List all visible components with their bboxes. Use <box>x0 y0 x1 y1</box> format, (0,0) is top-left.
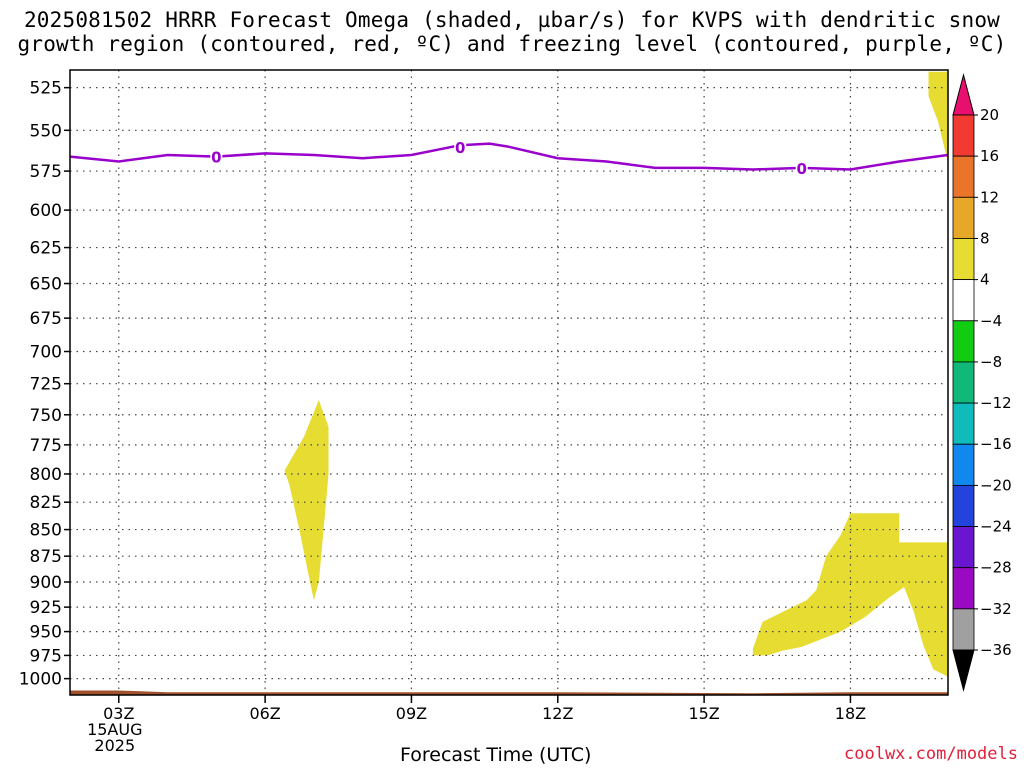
ytick-label-800: 800 <box>30 465 62 485</box>
colorbar-label-2: 12 <box>980 188 999 206</box>
omega-region-1 <box>752 513 948 677</box>
freezing-level-label-2: 0 <box>796 160 806 178</box>
xtick-date: 15AUG <box>87 720 142 739</box>
title-line-2: growth region (contoured, red, ºC) and f… <box>17 32 1007 56</box>
ytick-label-525: 525 <box>30 79 62 99</box>
freezing-level-line <box>69 142 949 171</box>
omega-region-0 <box>284 400 329 601</box>
colorbar-band-11 <box>952 567 975 610</box>
xtick-year: 2025 <box>94 736 135 755</box>
ytick-label-775: 775 <box>30 436 62 456</box>
colorbar-label-6: −8 <box>980 353 1002 371</box>
colorbar-label-5: −4 <box>980 312 1002 330</box>
ytick-label-950: 950 <box>30 623 62 643</box>
freezing-level-label-1: 0 <box>455 139 465 157</box>
xtick-label-09Z: 09Z <box>396 704 427 723</box>
ytick-label-700: 700 <box>30 342 62 362</box>
omega-region-2 <box>928 71 948 164</box>
colorbar-top-arrow <box>952 73 975 116</box>
freezing-label-bg-1 <box>454 138 467 155</box>
colorbar-label-13: −36 <box>980 641 1012 659</box>
ytick-label-575: 575 <box>30 162 62 182</box>
colorbar-band-4 <box>952 279 975 322</box>
freezing-level-contour: 0 0 0 <box>69 138 949 178</box>
gridlines <box>70 70 948 695</box>
colorbar-band-2 <box>952 196 975 239</box>
ytick-label-600: 600 <box>30 201 62 221</box>
omega-regions <box>284 71 948 677</box>
xtick-label-03Z: 03Z <box>103 704 134 723</box>
colorbar-label-3: 8 <box>980 229 990 247</box>
freezing-label-bg-2 <box>795 159 808 176</box>
ytick-label-550: 550 <box>30 121 62 141</box>
ytick-label-625: 625 <box>30 239 62 259</box>
freezing-label-bg-0 <box>210 148 223 165</box>
colorbar-label-12: −32 <box>980 600 1012 618</box>
ytick-label-675: 675 <box>30 309 62 329</box>
ytick-label-750: 750 <box>30 406 62 426</box>
freezing-level-label-0: 0 <box>211 149 221 167</box>
plot-border <box>69 69 949 696</box>
colorbar-bottom-arrow <box>952 649 975 692</box>
plot-frame <box>69 69 949 696</box>
ytick-label-975: 975 <box>30 646 62 666</box>
colorbar-band-9 <box>952 484 975 527</box>
colorbar-label-1: 16 <box>980 147 999 165</box>
ytick-label-875: 875 <box>30 547 62 567</box>
ytick-label-850: 850 <box>30 521 62 541</box>
colorbar-label-8: −16 <box>980 435 1012 453</box>
x-axis-label: Forecast Time (UTC) <box>400 744 592 766</box>
ytick-label-1000: 1000 <box>19 670 62 690</box>
ground-fill <box>70 690 948 695</box>
xtick-label-12Z: 12Z <box>542 704 573 723</box>
colorbar-label-7: −12 <box>980 394 1012 412</box>
colorbar-band-10 <box>952 526 975 569</box>
xtick-label-18Z: 18Z <box>835 704 866 723</box>
title-line-1: 2025081502 HRRR Forecast Omega (shaded, … <box>23 8 1001 32</box>
ytick-label-900: 900 <box>30 573 62 593</box>
ground-layer <box>70 690 948 695</box>
ytick-label-825: 825 <box>30 493 62 513</box>
colorbar-label-10: −24 <box>980 518 1012 536</box>
chart-title: 2025081502 HRRR Forecast Omega (shaded, … <box>0 8 1024 56</box>
colorbar-label-0: 20 <box>980 106 999 124</box>
xtick-label-06Z: 06Z <box>249 704 280 723</box>
colorbar-label-9: −20 <box>980 476 1012 494</box>
ytick-label-925: 925 <box>30 598 62 618</box>
colorbar-band-3 <box>952 238 975 281</box>
colorbar-label-11: −28 <box>980 559 1012 577</box>
colorbar-band-7 <box>952 402 975 445</box>
y-axis: 525 550 575 600 625 650 675 700 725 750 775 800 825 8… <box>19 79 70 690</box>
credit-link[interactable]: coolwx.com/models <box>844 744 1018 764</box>
colorbar-band-0 <box>952 114 975 157</box>
colorbar: 20 16 12 8 4 −4 −8 −12 −16 −20 −24 −28 −32 −36 <box>952 73 1012 692</box>
colorbar-band-1 <box>952 155 975 198</box>
colorbar-band-12 <box>952 608 975 651</box>
ytick-label-725: 725 <box>30 375 62 395</box>
colorbar-band-5 <box>952 320 975 363</box>
colorbar-label-4: 4 <box>980 271 990 289</box>
xtick-label-15Z: 15Z <box>688 704 719 723</box>
ytick-label-650: 650 <box>30 275 62 295</box>
colorbar-band-6 <box>952 361 975 404</box>
colorbar-band-8 <box>952 443 975 486</box>
